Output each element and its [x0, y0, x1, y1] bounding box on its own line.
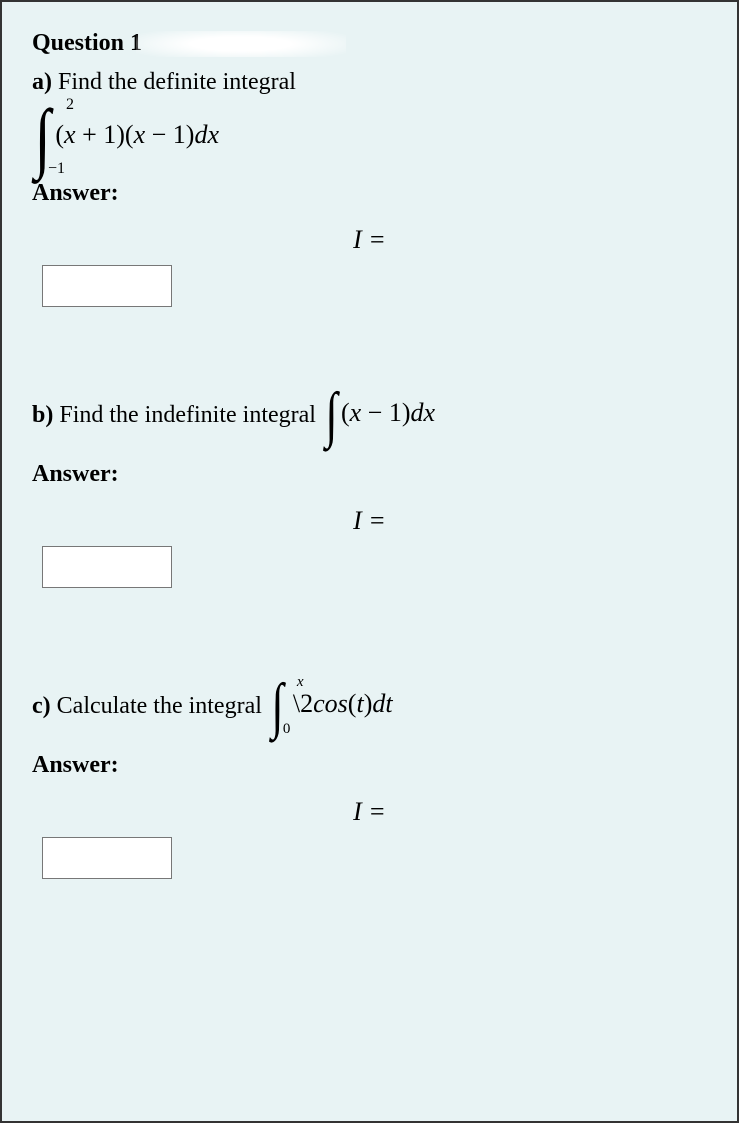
answer-input-a[interactable] [42, 265, 172, 307]
part-c-integral: ∫ x 0 \2cos(t)dt [268, 678, 393, 734]
question-header: Question 1 [32, 30, 707, 57]
part-a-text: Find the definite integral [58, 69, 296, 95]
upper-limit: 2 [66, 96, 74, 114]
part-a-prompt: a) Find the definite integral [32, 69, 707, 96]
lower-limit: −1 [48, 160, 65, 178]
integral-symbol: ∫ x 0 [269, 678, 286, 734]
part-c-prompt-line: c) Calculate the integral ∫ x 0 \2cos(t)… [32, 678, 707, 734]
part-b-label: b) [32, 402, 53, 428]
answer-input-b[interactable] [42, 546, 172, 588]
part-c: c) Calculate the integral ∫ x 0 \2cos(t)… [32, 678, 707, 879]
part-c-label: c) [32, 693, 51, 719]
part-a: a) Find the definite integral ∫ 2 −1 (x … [32, 69, 707, 307]
equation-c: I = [32, 797, 707, 827]
equation-b: I = [32, 506, 707, 536]
part-c-text: Calculate the integral [57, 693, 262, 719]
integral-symbol: ∫ [323, 387, 340, 443]
part-b: b) Find the indefinite integral ∫ (x − 1… [32, 387, 707, 588]
upper-limit: x [297, 674, 304, 691]
answer-label-b: Answer: [32, 461, 707, 488]
equation-a: I = [32, 225, 707, 255]
part-a-integral: ∫ 2 −1 (x + 1)(x − 1)dx [32, 102, 707, 172]
part-a-label: a) [32, 69, 52, 95]
answer-label-a: Answer: [32, 180, 707, 207]
question-number: Question 1 [32, 30, 142, 56]
answer-label-c: Answer: [32, 752, 707, 779]
question-page: Question 1 a) Find the definite integral… [0, 0, 739, 1123]
lower-limit: 0 [283, 721, 291, 738]
part-b-text: Find the indefinite integral [59, 402, 316, 428]
redaction-smudge [136, 31, 346, 57]
part-b-prompt-line: b) Find the indefinite integral ∫ (x − 1… [32, 387, 707, 443]
integral-symbol: ∫ 2 −1 [32, 102, 53, 172]
part-b-integral: ∫ (x − 1)dx [322, 387, 435, 443]
answer-input-c[interactable] [42, 837, 172, 879]
